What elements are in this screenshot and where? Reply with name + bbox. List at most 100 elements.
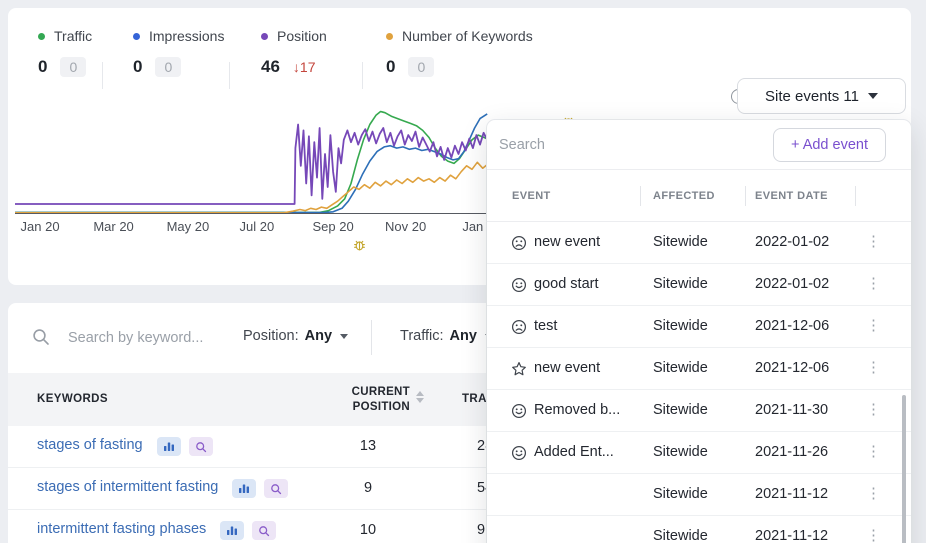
kebab-menu-icon[interactable]: ⋮ xyxy=(866,401,882,418)
event-row: Sitewide 2021-11-12 ⋮ xyxy=(487,516,911,543)
kebab-menu-icon[interactable]: ⋮ xyxy=(866,527,882,543)
legend-divider xyxy=(362,62,363,89)
site-events-button-label: Site events 11 xyxy=(765,87,859,105)
column-divider xyxy=(855,186,856,206)
x-axis-tick-label: Jan 2 xyxy=(462,219,495,234)
kebab-menu-icon[interactable]: ⋮ xyxy=(866,233,882,250)
smile-face-icon xyxy=(511,445,527,461)
legend-dot-icon xyxy=(133,32,140,40)
smile-face-icon xyxy=(511,403,527,419)
event-row: Sitewide 2021-11-12 ⋮ xyxy=(487,474,911,516)
bar-chart-icon[interactable] xyxy=(156,437,181,456)
keyword-search-input[interactable] xyxy=(68,321,228,355)
panel-scrollbar[interactable] xyxy=(902,395,906,543)
serp-magnifier-icon[interactable] xyxy=(264,479,289,498)
event-date: 2022-01-02 xyxy=(755,234,830,250)
event-row: test Sitewide 2021-12-06 ⋮ xyxy=(487,306,911,348)
x-axis-tick-label: Mar 20 xyxy=(93,219,134,234)
events-search-input[interactable] xyxy=(499,128,749,162)
event-date: 2021-11-26 xyxy=(755,444,829,460)
column-header-keywords: KEYWORDS xyxy=(37,393,108,405)
traffic-filter-label: Traffic: xyxy=(400,328,444,344)
column-divider xyxy=(745,186,746,206)
legend-label-row: Traffic xyxy=(38,28,92,44)
events-table-header: EVENT AFFECTED EVENT DATE xyxy=(487,170,911,222)
keywords-table-body: stages of fasting 13 28 stages of intermitt… xyxy=(8,426,911,543)
event-row: new event Sitewide 2022-01-02 ⋮ xyxy=(487,222,911,264)
position-filter-value: Any xyxy=(304,328,333,344)
kebab-menu-icon[interactable]: ⋮ xyxy=(866,359,882,376)
legend-label: Traffic xyxy=(54,28,93,44)
kebab-menu-icon[interactable]: ⋮ xyxy=(866,317,882,334)
kebab-menu-icon[interactable]: ⋮ xyxy=(866,275,882,292)
serp-magnifier-icon[interactable] xyxy=(252,521,277,540)
kebab-menu-icon[interactable]: ⋮ xyxy=(866,485,882,502)
x-axis-tick-label: Nov 20 xyxy=(385,219,427,234)
legend-label-row: Position xyxy=(261,28,327,44)
legend-item-position[interactable]: Position 46 ↓17 xyxy=(261,28,327,77)
add-event-button[interactable]: + Add event xyxy=(773,128,886,162)
x-axis-tick-label: May 20 xyxy=(166,219,210,234)
event-row: Added Ent... Sitewide 2021-11-26 ⋮ xyxy=(487,432,911,474)
keyword-row: intermittent fasting phases 10 9 xyxy=(8,510,911,543)
event-affected: Sitewide xyxy=(653,318,708,334)
site-event-bug-icon[interactable] xyxy=(352,237,367,252)
column-header-event: EVENT xyxy=(512,190,551,202)
event-date: 2021-12-06 xyxy=(755,360,830,376)
legend-previous-value-badge: 0 xyxy=(408,57,435,77)
keyword-link[interactable]: intermittent fasting phases xyxy=(37,521,277,540)
position-filter-dropdown[interactable]: Position: Any xyxy=(243,328,349,344)
event-date: 2021-11-30 xyxy=(755,402,829,418)
star-icon xyxy=(511,361,527,377)
event-row: new event Sitewide 2021-12-06 ⋮ xyxy=(487,348,911,390)
event-row: Removed b... Sitewide 2021-11-30 ⋮ xyxy=(487,390,911,432)
column-header-affected: AFFECTED xyxy=(653,190,715,202)
keyword-action-chips xyxy=(232,479,289,498)
legend-dot-icon xyxy=(386,32,393,40)
serp-magnifier-icon[interactable] xyxy=(188,437,213,456)
kebab-menu-icon[interactable]: ⋮ xyxy=(866,443,882,460)
chevron-down-icon xyxy=(867,93,878,99)
x-axis-tick-label: Sep 20 xyxy=(312,219,354,234)
traffic-filter-value: Any xyxy=(449,328,477,344)
event-affected: Sitewide xyxy=(653,360,708,376)
chart-line-impressions xyxy=(15,113,488,214)
keyword-link[interactable]: stages of intermittent fasting xyxy=(37,479,289,498)
events-table-body: new event Sitewide 2022-01-02 ⋮ good start Si… xyxy=(487,222,911,543)
legend-item-impressions[interactable]: Impressions 0 0 xyxy=(133,28,224,77)
legend-current-value: 0 xyxy=(38,57,48,76)
search-icon xyxy=(33,329,49,345)
traffic-filter-dropdown[interactable]: Traffic: Any xyxy=(400,328,493,344)
event-name: new event xyxy=(534,234,601,250)
x-axis-tick-label: Jul 20 xyxy=(239,219,275,234)
chevron-down-icon xyxy=(340,333,349,339)
event-name: Removed b... xyxy=(534,402,621,418)
event-date: 2021-12-06 xyxy=(755,318,830,334)
bar-chart-icon[interactable] xyxy=(232,479,257,498)
site-events-dropdown-button[interactable]: Site events 11 xyxy=(737,78,906,114)
legend-label: Impressions xyxy=(149,28,225,44)
event-date: 2022-01-02 xyxy=(755,276,830,292)
legend-divider xyxy=(102,62,103,89)
legend-dot-icon xyxy=(38,32,45,40)
keyword-link[interactable]: stages of fasting xyxy=(37,437,213,456)
event-date: 2021-11-12 xyxy=(755,528,829,543)
keyword-row: stages of fasting 13 28 xyxy=(8,426,911,468)
keyword-row: stages of intermittent fasting 9 54 xyxy=(8,468,911,510)
keyword-action-chips xyxy=(220,521,277,540)
position-filter-label: Position: xyxy=(243,328,299,344)
legend-item-number-of-keywords[interactable]: Number of Keywords 0 0 xyxy=(386,28,533,77)
event-affected: Sitewide xyxy=(653,402,708,418)
column-header-traffic: TRA xyxy=(462,393,487,405)
legend-item-traffic[interactable]: Traffic 0 0 xyxy=(38,28,92,77)
keyword-action-chips xyxy=(156,437,213,456)
legend-value-row: 46 ↓17 xyxy=(261,57,327,77)
column-header-current-position[interactable]: CURRENT POSITION xyxy=(351,386,410,413)
sad-face-icon xyxy=(511,235,527,251)
bar-chart-icon[interactable] xyxy=(220,521,245,540)
sort-icon[interactable] xyxy=(416,391,424,403)
legend-current-value: 0 xyxy=(386,57,396,76)
